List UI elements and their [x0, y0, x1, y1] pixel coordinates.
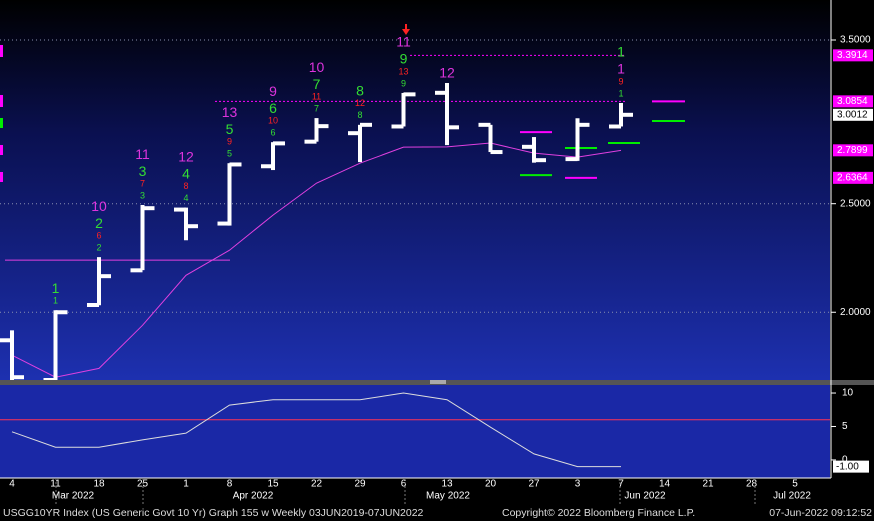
divider-handle [430, 380, 446, 384]
x-tick-label: 22 [311, 479, 323, 490]
count-label: 13 [398, 66, 408, 76]
left-marker [0, 172, 3, 182]
x-tick-label: 11 [50, 479, 61, 490]
count-label: 10 [309, 59, 325, 75]
main-plot [0, 39, 830, 380]
price-label-box [833, 144, 873, 157]
sell-arrow [402, 29, 410, 35]
count-label: 11 [135, 146, 150, 162]
count-label: 6 [96, 230, 101, 240]
last-label-box [833, 460, 869, 473]
count-label: 1 [617, 61, 625, 77]
count-label: 11 [396, 34, 411, 50]
y-tick-label: 0 [842, 455, 848, 466]
count-label: 12 [439, 65, 455, 81]
price-label-box [833, 95, 873, 108]
count-label: 5 [227, 149, 232, 159]
y-tick-label: 5 [842, 421, 848, 432]
count-label: 7 [140, 178, 145, 188]
x-tick-label: 27 [528, 479, 540, 490]
month-label: May 2022 [426, 491, 470, 502]
count-label: 9 [618, 76, 623, 86]
month-label: Jul 2022 [773, 491, 811, 502]
y-tick-label: 2.0000 [840, 307, 871, 318]
price-label-box [833, 49, 873, 62]
count-label: 3 [140, 190, 145, 200]
x-tick-label: 20 [485, 479, 497, 490]
count-label: 9 [269, 83, 277, 99]
footer-center: Copyright© 2022 Bloomberg Finance L.P. [502, 507, 695, 519]
price-label: 2.7899 [837, 145, 868, 156]
count-label: 9 [227, 137, 232, 147]
count-label: 11 [312, 91, 321, 101]
count-label: 1 [52, 280, 60, 296]
count-label: 8 [357, 110, 362, 120]
left-marker [0, 145, 3, 155]
count-label: 8 [356, 83, 364, 99]
x-tick-label: 28 [746, 479, 758, 490]
y-tick-label: 2.5000 [840, 198, 871, 209]
x-tick-label: 21 [702, 479, 714, 490]
count-label: 13 [222, 104, 238, 120]
price-label: 3.3914 [837, 50, 868, 61]
x-tick-label: 8 [227, 479, 233, 490]
x-tick-label: 15 [267, 479, 279, 490]
indicator-line [11, 392, 621, 468]
labels: 3.5000 2.5000 2.0000 3.3914 3.0854 3.0012 2.78… [9, 34, 873, 505]
y-tick-label: 3.5000 [840, 35, 871, 46]
price-label-box [833, 171, 873, 184]
count-label: 7 [314, 103, 319, 113]
count-label: 9 [400, 51, 408, 67]
month-label: Apr 2022 [233, 491, 274, 502]
left-marker [0, 118, 3, 128]
count-label: 10 [268, 116, 278, 126]
count-label: 1 [53, 296, 58, 306]
price-label: 2.6364 [837, 172, 868, 183]
x-tick-label: 7 [618, 479, 624, 490]
count-label: 12 [355, 98, 365, 108]
last-label: -1.00 [836, 461, 859, 472]
x-tick-label: 14 [659, 479, 671, 490]
left-marker [0, 45, 3, 57]
x-tick-label: 4 [9, 479, 15, 490]
count-label: 8 [183, 181, 188, 191]
x-tick-label: 3 [575, 479, 581, 490]
count-label: 6 [270, 128, 275, 138]
x-tick-label: 6 [401, 479, 407, 490]
count-label: 6 [269, 100, 277, 116]
lower-plot [0, 392, 830, 468]
count-label: 7 [313, 76, 321, 92]
x-tick-label: 18 [93, 479, 105, 490]
x-tick-label: 5 [792, 479, 798, 490]
count-label: 10 [91, 198, 107, 214]
count-label: 1 [617, 44, 625, 60]
x-tick-label: 1 [183, 479, 189, 490]
moving-average [11, 142, 622, 378]
lower-panel [0, 385, 830, 478]
price-label: 3.0854 [837, 96, 868, 107]
price-label-box [833, 108, 873, 121]
count-label: 1 [618, 88, 623, 98]
count-label: 12 [178, 148, 194, 164]
month-label: Jun 2022 [624, 491, 666, 502]
count-label: 4 [182, 165, 190, 181]
y-tick-label: 10 [842, 388, 854, 399]
left-marker [0, 95, 3, 107]
count-label: 4 [183, 193, 188, 203]
count-label: 5 [226, 121, 234, 137]
count-label: 3 [139, 163, 147, 179]
month-label: Mar 2022 [52, 491, 95, 502]
x-tick-label: 25 [137, 479, 149, 490]
x-tick-label: 29 [354, 479, 366, 490]
count-label: 2 [95, 215, 103, 231]
count-label: 2 [96, 242, 101, 252]
main-panel [0, 0, 830, 380]
count-label: 9 [401, 78, 406, 88]
footer-left: USGG10YR Index (US Generic Govt 10 Yr) G… [3, 507, 424, 519]
footer-right: 07-Jun-2022 09:12:52 [769, 507, 872, 519]
price-label: 3.0012 [837, 109, 868, 120]
x-tick-label: 13 [441, 479, 453, 490]
